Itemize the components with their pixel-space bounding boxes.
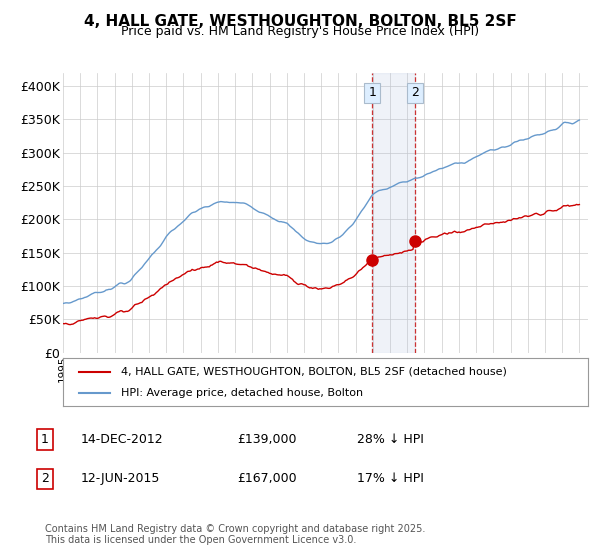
Text: 1: 1 — [368, 86, 376, 99]
Text: 4, HALL GATE, WESTHOUGHTON, BOLTON, BL5 2SF: 4, HALL GATE, WESTHOUGHTON, BOLTON, BL5 … — [83, 14, 517, 29]
Text: Price paid vs. HM Land Registry's House Price Index (HPI): Price paid vs. HM Land Registry's House … — [121, 25, 479, 38]
Text: 2: 2 — [411, 86, 419, 99]
Text: 28% ↓ HPI: 28% ↓ HPI — [357, 433, 424, 446]
Text: 17% ↓ HPI: 17% ↓ HPI — [357, 472, 424, 486]
Text: HPI: Average price, detached house, Bolton: HPI: Average price, detached house, Bolt… — [121, 388, 363, 398]
Text: 1: 1 — [41, 433, 49, 446]
Text: 12-JUN-2015: 12-JUN-2015 — [81, 472, 160, 486]
Text: £167,000: £167,000 — [237, 472, 296, 486]
Text: 14-DEC-2012: 14-DEC-2012 — [81, 433, 164, 446]
Text: Contains HM Land Registry data © Crown copyright and database right 2025.
This d: Contains HM Land Registry data © Crown c… — [45, 524, 425, 545]
Bar — [372, 73, 415, 353]
Text: 4, HALL GATE, WESTHOUGHTON, BOLTON, BL5 2SF (detached house): 4, HALL GATE, WESTHOUGHTON, BOLTON, BL5 … — [121, 367, 506, 377]
Text: £139,000: £139,000 — [237, 433, 296, 446]
Text: 2: 2 — [41, 472, 49, 486]
